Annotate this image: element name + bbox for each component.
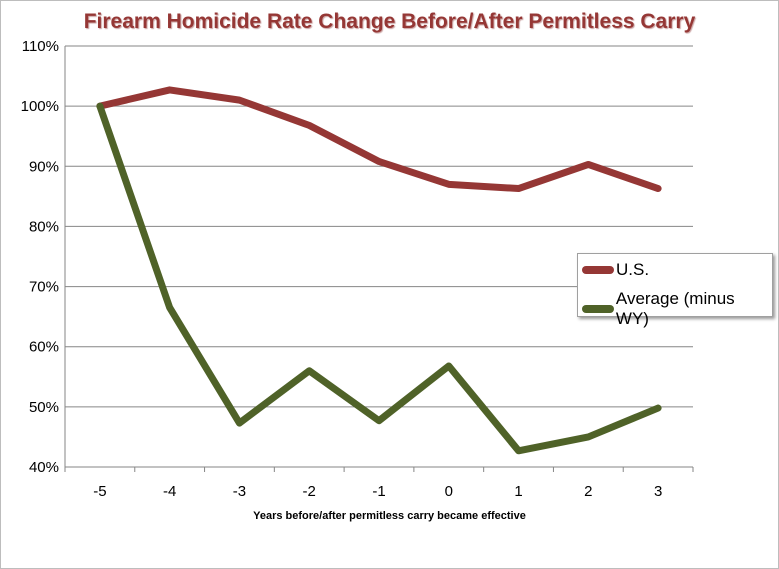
x-tick-label: -4 xyxy=(163,483,176,500)
x-tick-label: 1 xyxy=(514,483,522,500)
legend-label-us: U.S. xyxy=(616,260,650,279)
x-tick-label: 2 xyxy=(584,483,592,500)
y-tick-label: 110% xyxy=(22,38,59,55)
x-tick-label: 0 xyxy=(445,483,453,500)
y-tick-label: 50% xyxy=(29,399,59,416)
legend-label-average: Average (minus WY) xyxy=(615,289,735,328)
y-tick-label: 40% xyxy=(29,459,59,476)
legend: U.S. Average (minus WY) xyxy=(577,253,773,328)
legend-swatch-average xyxy=(582,305,614,313)
y-tick-label: 70% xyxy=(29,279,59,296)
legend-item-average: Average (minus WY) xyxy=(582,289,772,329)
y-tick-label: 80% xyxy=(29,218,59,235)
legend-swatch-us xyxy=(582,266,614,274)
x-tick-label: -5 xyxy=(93,483,106,500)
legend-item-us: U.S. xyxy=(582,260,649,280)
x-tick-label: -2 xyxy=(303,483,316,500)
series-line-us xyxy=(96,86,662,193)
x-axis-label: Years before/after permitless carry beca… xyxy=(253,510,526,522)
x-tick-label: -1 xyxy=(372,483,385,500)
y-tick-label: 60% xyxy=(29,339,59,356)
x-tick-label: 3 xyxy=(654,483,662,500)
y-tick-label: 100% xyxy=(21,98,59,115)
chart-title: Firearm Homicide Rate Change Before/Afte… xyxy=(83,10,696,33)
y-tick-label: 90% xyxy=(29,158,59,175)
x-tick-label: -3 xyxy=(233,483,246,500)
